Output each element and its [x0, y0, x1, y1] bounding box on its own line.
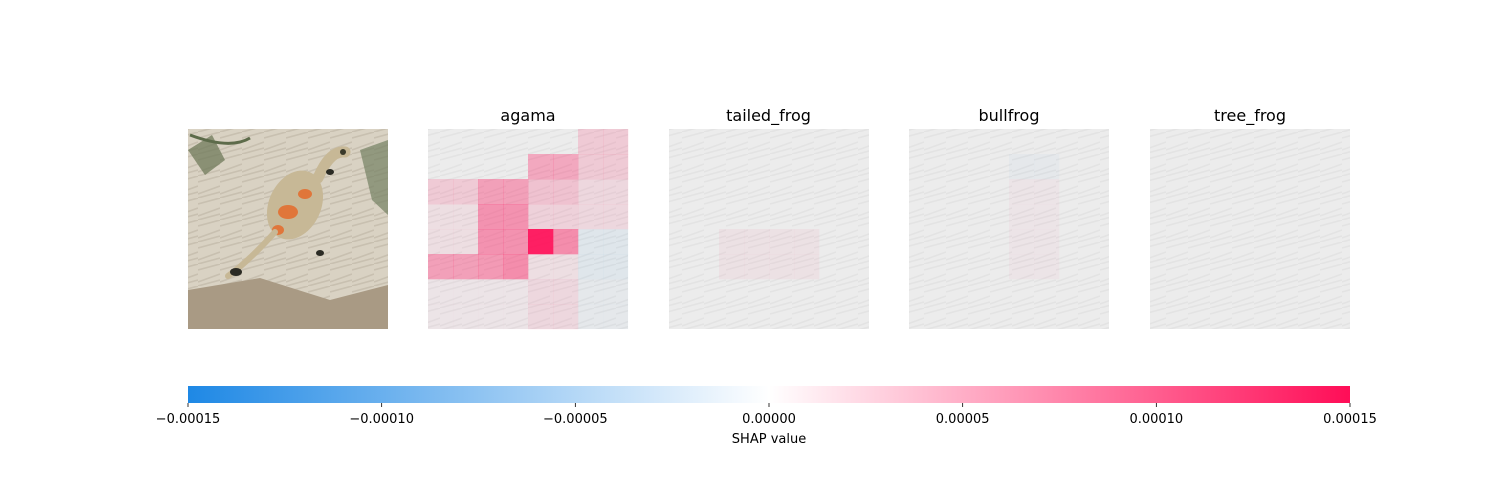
heatmap-cell	[603, 279, 628, 304]
heatmap-cell	[503, 179, 529, 205]
heatmap-cell	[603, 129, 629, 155]
heatmap-cell	[769, 229, 795, 255]
heatmap-cell	[528, 304, 554, 330]
shap-panel-bullfrog: bullfrog	[909, 106, 1109, 329]
heatmap-cell	[528, 254, 554, 280]
heatmap-cell	[428, 229, 454, 255]
colorbar-gradient	[188, 386, 1350, 403]
heatmap-cell	[528, 279, 554, 305]
colorbar-tick-label: 0.00015	[1323, 412, 1377, 427]
heatmap-cell	[719, 229, 745, 255]
heatmap-cell	[603, 154, 629, 180]
input-image-lizard	[188, 129, 388, 329]
heatmap-cell	[578, 229, 604, 255]
heatmap-cell	[453, 304, 478, 329]
tailed-frog-heatmap-cells	[719, 229, 820, 280]
heatmap-cell	[553, 279, 579, 305]
heatmap-cell	[503, 279, 528, 304]
heatmap-cell	[578, 129, 604, 155]
bullfrog-heatmap-cells	[1009, 154, 1059, 279]
heatmap-cell	[744, 229, 770, 255]
heatmap-cell	[503, 204, 529, 230]
heatmap-cell	[578, 204, 604, 230]
heatmap-cell	[528, 154, 554, 180]
heatmap-cell	[528, 229, 554, 255]
panel-title-bullfrog: bullfrog	[979, 106, 1040, 125]
heatmap-cell	[528, 204, 554, 230]
heatmap-cell	[553, 154, 579, 180]
shap-panel-agama: agama	[428, 106, 629, 330]
heatmap-cell	[503, 229, 529, 255]
heatmap-cell	[578, 304, 603, 329]
shap-panel-tree-frog: tree_frog	[1150, 106, 1350, 329]
heatmap-cell	[603, 304, 628, 329]
heatmap-cell	[428, 179, 454, 205]
heatmap-cell	[453, 229, 479, 255]
heatmap-cell	[453, 279, 478, 304]
heatmap-cell	[528, 179, 554, 205]
heatmap-cell	[553, 304, 579, 330]
colorbar-tick-label: −0.00015	[156, 412, 221, 427]
heatmap-cell	[478, 229, 504, 255]
colorbar-tick-label: 0.00005	[936, 412, 990, 427]
heatmap-cell	[794, 229, 820, 255]
heatmap-cell	[769, 254, 795, 280]
heatmap-cell	[478, 204, 504, 230]
heatmap-cell	[453, 254, 479, 280]
heatmap-cell	[1034, 229, 1059, 254]
heatmap-cell	[453, 179, 479, 205]
heatmap-cell	[578, 179, 604, 205]
heatmap-cell	[1034, 254, 1059, 279]
colorbar-ticks: −0.00015 −0.00010 −0.00005 0.00000 0.00005 0.…	[156, 403, 1377, 427]
heatmap-cell	[603, 254, 629, 280]
panel-title-tree-frog: tree_frog	[1214, 106, 1286, 126]
heatmap-cell	[553, 204, 579, 230]
shap-panel-tailed-frog: tailed_frog	[669, 106, 869, 329]
heatmap-cell	[503, 304, 528, 329]
heatmap-cell	[503, 254, 529, 280]
colorbar: −0.00015 −0.00010 −0.00005 0.00000 0.00005 0.…	[156, 386, 1377, 447]
heatmap-cell	[428, 279, 453, 304]
heatmap-cell	[553, 254, 579, 280]
heatmap-cell	[453, 204, 479, 230]
heatmap-cell	[428, 204, 454, 230]
heatmap-cell	[578, 254, 604, 280]
heatmap-cell	[578, 154, 604, 180]
heatmap-cell	[603, 229, 629, 255]
heatmap-cell	[553, 179, 579, 205]
heatmap-cell	[428, 254, 454, 280]
heatmap-cell	[1009, 179, 1034, 204]
heatmap-cell	[1034, 179, 1059, 204]
heatmap-cell	[719, 254, 745, 280]
heatmap-cell	[578, 279, 603, 304]
heatmap-cell	[794, 254, 820, 280]
heatmap-cell	[1009, 254, 1034, 279]
colorbar-tick-label: 0.00000	[742, 412, 796, 427]
heatmap-cell	[478, 279, 503, 304]
agama-heatmap-cells	[428, 129, 629, 330]
heatmap-cell	[478, 254, 504, 280]
heatmap-cell	[744, 254, 770, 280]
heatmap-cell	[1009, 229, 1034, 254]
heatmap-cell	[603, 179, 629, 205]
panel-title-agama: agama	[500, 106, 555, 125]
colorbar-tick-label: −0.00010	[349, 412, 414, 427]
colorbar-tick-label: −0.00005	[543, 412, 608, 427]
heatmap-cell	[1009, 154, 1034, 179]
heatmap-cell	[603, 204, 629, 230]
heatmap-cell	[1009, 204, 1034, 229]
heatmap-cell	[478, 304, 503, 329]
heatmap-cell	[1034, 204, 1059, 229]
colorbar-label: SHAP value	[732, 432, 806, 447]
colorbar-tick-label: 0.00010	[1129, 412, 1183, 427]
heatmap-cell	[1034, 154, 1059, 179]
heatmap-cell	[553, 229, 579, 255]
panel-title-tailed-frog: tailed_frog	[726, 106, 811, 126]
heatmap-cell	[428, 304, 453, 329]
heatmap-cell	[478, 179, 504, 205]
